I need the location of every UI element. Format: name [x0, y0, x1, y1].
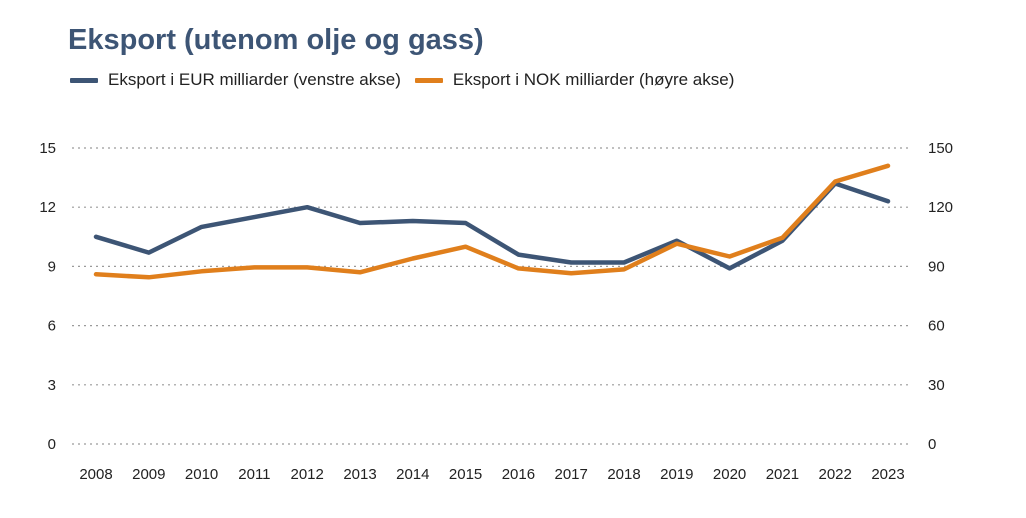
x-tick-label: 2022: [819, 466, 852, 483]
y-tick-label-right: 120: [928, 199, 953, 216]
x-tick-label: 2009: [132, 466, 165, 483]
y-tick-label-left: 6: [48, 318, 56, 335]
series-line-nok: [93, 163, 891, 280]
x-tick-label: 2023: [871, 466, 904, 483]
chart-title: Eksport (utenom olje og gass): [68, 24, 484, 56]
y-tick-label-left: 9: [48, 258, 56, 275]
x-tick-label: 2011: [238, 466, 270, 483]
x-tick-label: 2018: [607, 466, 640, 483]
legend-item-eur: Eksport i EUR milliarder (venstre akse): [70, 70, 401, 90]
x-tick-label: 2017: [555, 466, 588, 483]
x-tick-label: 2021: [766, 466, 799, 483]
y-tick-label-right: 90: [928, 258, 945, 275]
x-tick-label: 2008: [79, 466, 112, 483]
y-tick-label-left: 3: [48, 377, 56, 394]
legend-item-nok: Eksport i NOK milliarder (høyre akse): [414, 70, 735, 90]
x-tick-label: 2013: [343, 466, 376, 483]
x-tick-label: 2020: [713, 466, 746, 483]
y-tick-label-right: 150: [928, 140, 953, 157]
y-tick-label-left: 12: [39, 199, 56, 216]
x-tick-label: 2014: [396, 466, 429, 483]
y-tick-label-left: 15: [39, 140, 56, 157]
x-tick-label: 2010: [185, 466, 218, 483]
legend-swatch-eur: [70, 77, 98, 83]
legend-label-eur: Eksport i EUR milliarder (venstre akse): [108, 70, 401, 89]
x-tick-label: 2015: [449, 466, 482, 483]
y-tick-label-right: 30: [928, 377, 945, 394]
series-line-eur: [93, 181, 891, 271]
legend-label-nok: Eksport i NOK milliarder (høyre akse): [452, 70, 735, 89]
y-tick-label-right: 60: [928, 318, 945, 335]
y-tick-label-right: 0: [928, 436, 936, 453]
y-tick-label-left: 0: [48, 436, 56, 453]
legend-swatch-nok: [414, 77, 443, 83]
x-tick-label: 2012: [291, 466, 324, 483]
chart-legend: Eksport i EUR milliarder (venstre akse) …: [70, 70, 748, 90]
x-tick-label: 2016: [502, 466, 535, 483]
x-tick-label: 2019: [660, 466, 693, 483]
